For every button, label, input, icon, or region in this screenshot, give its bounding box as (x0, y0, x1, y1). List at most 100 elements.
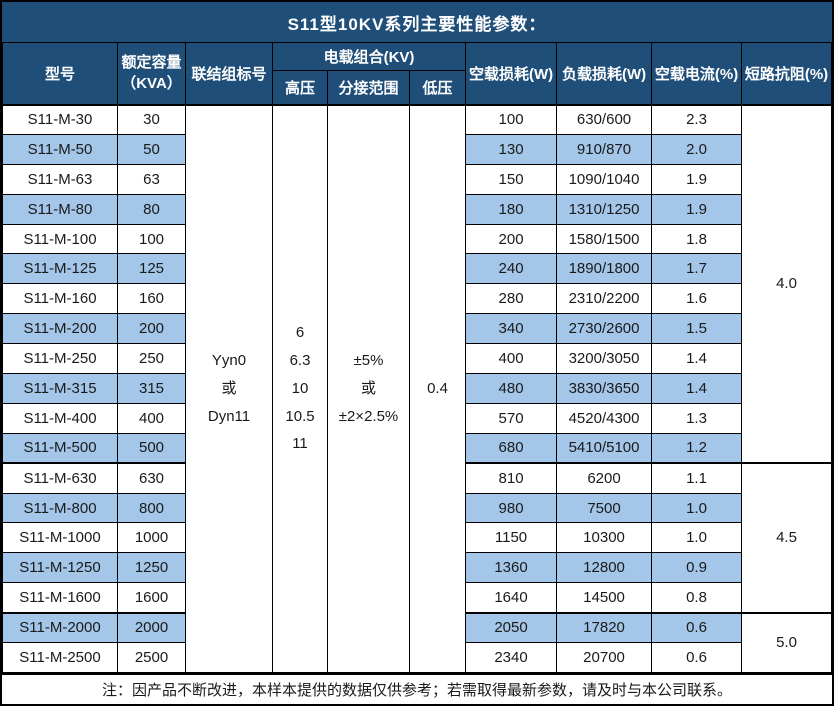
col-header-load-loss: 负载损耗(W) (556, 42, 653, 106)
header-row-top: 型号 额定容量 （KVA） 联结组标号 电载组合(KV) 空载损耗(W) 负载损… (2, 42, 832, 106)
capacity-cell: 2000 (117, 611, 186, 644)
page-title: S11型10KV系列主要性能参数： (2, 2, 832, 42)
col-header-capacity: 额定容量 （KVA） (117, 42, 186, 106)
no-load-current-cell: 1.1 (651, 462, 743, 494)
no-load-loss-cell: 180 (465, 193, 558, 225)
low-voltage-cell: 0.4 (408, 104, 467, 673)
spec-table: 型号 额定容量 （KVA） 联结组标号 电载组合(KV) 空载损耗(W) 负载损… (2, 42, 832, 673)
load-loss-cell: 1310/1250 (556, 193, 653, 225)
model-cell: S11-M-500 (2, 432, 118, 464)
load-loss-cell: 17820 (556, 611, 653, 644)
table-row: S11-M-630 630 810 6200 1.1 4.5 (2, 462, 832, 614)
col-header-no-load-current: 空载电流(%) (651, 42, 743, 106)
no-load-current-cell: 1.8 (651, 223, 743, 255)
model-cell: S11-M-160 (2, 283, 118, 315)
model-cell: S11-M-80 (2, 193, 118, 225)
load-loss-cell: 4520/4300 (556, 402, 653, 434)
no-load-loss-cell: 680 (465, 432, 558, 464)
load-loss-cell: 12800 (556, 552, 653, 584)
no-load-loss-cell: 200 (465, 223, 558, 255)
table-row: S11-M-1000 1000 1150 10300 1.0 (2, 522, 832, 554)
table-body: S11-M-30 30 Yyn0 或 Dyn11 6 6.3 10 10.5 11 ±5… (2, 104, 832, 673)
model-cell: S11-M-630 (2, 462, 118, 494)
capacity-cell: 125 (117, 253, 186, 285)
no-load-current-cell: 0.6 (651, 642, 743, 673)
no-load-current-cell: 0.6 (651, 611, 743, 644)
header-row-sub: 高压 分接范围 低压 (3, 70, 832, 106)
capacity-cell: 800 (117, 492, 186, 524)
col-header-voltage-group: 电载组合(KV) (271, 42, 467, 71)
model-cell: S11-M-63 (2, 163, 118, 195)
spec-table-container: 型号 额定容量 （KVA） 联结组标号 电载组合(KV) 空载损耗(W) 负载损… (2, 42, 832, 673)
load-loss-cell: 3200/3050 (556, 343, 653, 375)
col-header-connection: 联结组标号 (185, 42, 273, 106)
model-cell: S11-M-315 (2, 373, 118, 404)
capacity-cell: 2500 (117, 642, 186, 673)
capacity-cell: 315 (117, 373, 186, 404)
model-cell: S11-M-100 (2, 223, 118, 255)
high-voltage-cell: 6 6.3 10 10.5 11 (272, 104, 328, 673)
capacity-cell: 80 (117, 193, 186, 225)
capacity-cell: 1600 (117, 582, 186, 614)
col-header-impedance: 短路抗阻(%) (741, 42, 832, 106)
model-cell: S11-M-50 (2, 133, 118, 165)
load-loss-cell: 6200 (556, 462, 653, 494)
no-load-loss-cell: 2050 (465, 611, 558, 644)
impedance-cell: 4.0 (741, 104, 832, 464)
no-load-loss-cell: 100 (465, 104, 558, 135)
no-load-current-cell: 1.6 (651, 283, 743, 315)
model-cell: S11-M-2500 (2, 642, 118, 673)
load-loss-cell: 10300 (556, 522, 653, 554)
no-load-loss-cell: 240 (465, 253, 558, 285)
table-row: S11-M-315 315 480 3830/3650 1.4 (2, 373, 832, 404)
no-load-loss-cell: 280 (465, 283, 558, 315)
table-row: S11-M-500 500 680 5410/5100 1.2 (2, 432, 832, 464)
no-load-loss-cell: 2340 (465, 642, 558, 673)
load-loss-cell: 2310/2200 (556, 283, 653, 315)
load-loss-cell: 1580/1500 (556, 223, 653, 255)
no-load-current-cell: 1.7 (651, 253, 743, 285)
impedance-cell: 4.5 (741, 462, 832, 614)
table-row: S11-M-2000 2000 2050 17820 0.6 5.0 (2, 611, 832, 673)
table-row: S11-M-400 400 570 4520/4300 1.3 (2, 402, 832, 434)
table-row: S11-M-50 50 130 910/870 2.0 (2, 133, 832, 165)
no-load-loss-cell: 1640 (465, 582, 558, 614)
col-header-no-load-loss: 空载损耗(W) (465, 42, 558, 106)
model-cell: S11-M-400 (2, 402, 118, 434)
load-loss-cell: 20700 (556, 642, 653, 673)
no-load-current-cell: 1.9 (651, 193, 743, 225)
capacity-cell: 160 (117, 283, 186, 315)
no-load-current-cell: 1.5 (651, 313, 743, 345)
load-loss-cell: 910/870 (556, 133, 653, 165)
no-load-loss-cell: 1150 (465, 522, 558, 554)
no-load-current-cell: 1.0 (651, 522, 743, 554)
no-load-current-cell: 1.9 (651, 163, 743, 195)
load-loss-cell: 1890/1800 (556, 253, 653, 285)
no-load-loss-cell: 1360 (465, 552, 558, 584)
no-load-loss-cell: 570 (465, 402, 558, 434)
col-header-low-voltage: 低压 (408, 70, 467, 106)
table-row: S11-M-800 800 980 7500 1.0 (2, 492, 832, 524)
load-loss-cell: 630/600 (556, 104, 653, 135)
no-load-current-cell: 1.4 (651, 343, 743, 375)
col-header-model: 型号 (2, 42, 118, 106)
table-row: S11-M-125 125 240 1890/1800 1.7 (2, 253, 832, 285)
table-row: S11-M-80 80 180 1310/1250 1.9 (2, 193, 832, 225)
table-row: S11-M-160 160 280 2310/2200 1.6 (2, 283, 832, 315)
load-loss-cell: 2730/2600 (556, 313, 653, 345)
no-load-loss-cell: 480 (465, 373, 558, 404)
no-load-current-cell: 2.3 (651, 104, 743, 135)
no-load-current-cell: 0.9 (651, 552, 743, 584)
load-loss-cell: 7500 (556, 492, 653, 524)
model-cell: S11-M-800 (2, 492, 118, 524)
col-header-tap-range: 分接范围 (327, 70, 410, 106)
table-row: S11-M-100 100 200 1580/1500 1.8 (2, 223, 832, 255)
connection-cell: Yyn0 或 Dyn11 (185, 104, 273, 673)
no-load-current-cell: 0.8 (651, 582, 743, 614)
tap-range-cell: ±5% 或 ±2×2.5% (327, 104, 410, 673)
no-load-current-cell: 2.0 (651, 133, 743, 165)
impedance-cell: 5.0 (741, 611, 832, 673)
model-cell: S11-M-1000 (2, 522, 118, 554)
no-load-loss-cell: 400 (465, 343, 558, 375)
table-row: S11-M-1250 1250 1360 12800 0.9 (2, 552, 832, 584)
